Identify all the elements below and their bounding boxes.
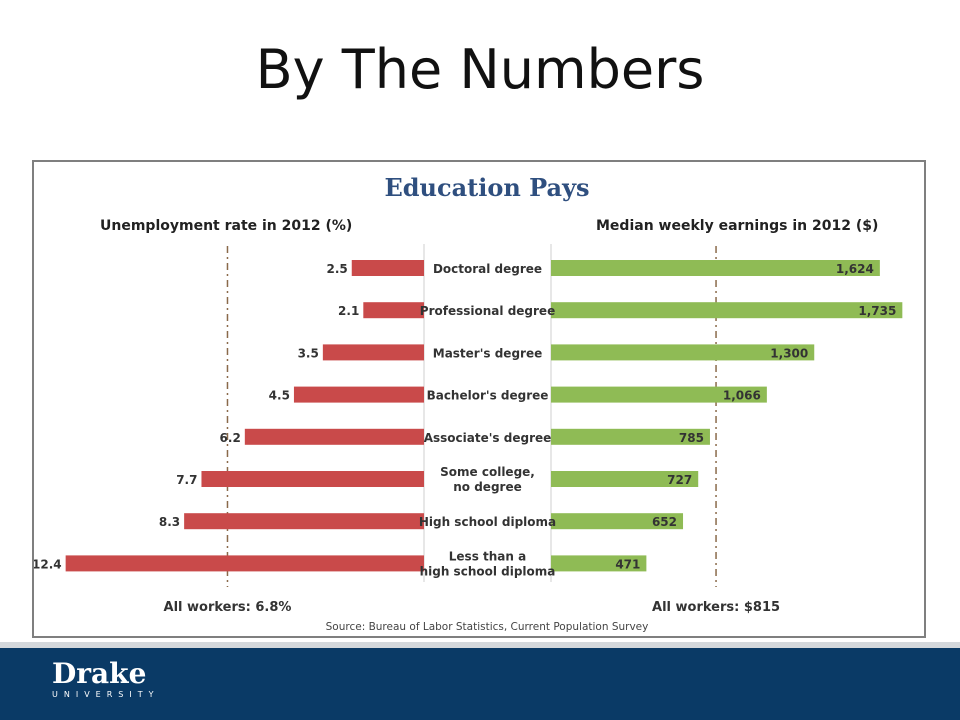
unemployment-bar xyxy=(244,428,424,445)
category-label: High school diploma xyxy=(419,515,556,529)
unemployment-value-label: 7.7 xyxy=(176,473,197,487)
category-label: Doctoral degree xyxy=(433,262,542,276)
earnings-reference-label: All workers: $815 xyxy=(652,600,780,615)
earnings-value-label: 652 xyxy=(652,515,677,529)
category-label: Master's degree xyxy=(433,346,542,360)
footer-band xyxy=(0,648,960,720)
footer-stripe xyxy=(0,642,960,648)
unemployment-bar xyxy=(351,260,424,276)
earnings-bar xyxy=(551,386,767,403)
earnings-bar xyxy=(551,260,880,276)
earnings-bar xyxy=(551,428,710,445)
earnings-value-label: 727 xyxy=(667,473,692,487)
source-note: Source: Bureau of Labor Statistics, Curr… xyxy=(326,621,649,633)
category-label-line1: Less than a xyxy=(449,549,526,563)
unemployment-value-label: 6.2 xyxy=(220,431,241,445)
earnings-value-label: 785 xyxy=(679,431,704,445)
earnings-value-label: 1,735 xyxy=(858,304,896,318)
drake-logo: Drake UNIVERSITY xyxy=(52,657,160,700)
category-label-line2: high school diploma xyxy=(420,564,556,578)
earnings-value-label: 1,300 xyxy=(770,346,808,360)
unemployment-value-label: 2.5 xyxy=(326,262,347,276)
unemployment-bar xyxy=(184,513,424,530)
chart-title: Education Pays xyxy=(384,173,589,202)
earnings-series-label: Median weekly earnings in 2012 ($) xyxy=(596,218,878,234)
slide-title: By The Numbers xyxy=(255,38,705,101)
unemployment-value-label: 8.3 xyxy=(159,515,180,529)
category-label-line2: no degree xyxy=(453,480,521,494)
unemployment-bar xyxy=(201,471,424,487)
category-label-line1: Some college, xyxy=(440,465,535,479)
unemployment-bar xyxy=(293,386,424,403)
unemployment-bar xyxy=(322,344,424,361)
logo-sub-text: UNIVERSITY xyxy=(52,690,160,699)
unemployment-bar xyxy=(65,555,424,572)
earnings-value-label: 1,066 xyxy=(723,389,761,403)
earnings-bar xyxy=(551,302,903,319)
unemployment-value-label: 3.5 xyxy=(298,346,319,360)
earnings-value-label: 471 xyxy=(615,557,640,571)
unemployment-value-label: 4.5 xyxy=(269,389,290,403)
logo-main-text: Drake xyxy=(52,657,147,690)
earnings-value-label: 1,624 xyxy=(836,262,874,276)
earnings-bar xyxy=(551,513,684,530)
chart-frame: Education Pays Unemployment rate in 2012 … xyxy=(32,160,926,638)
unemployment-value-label: 12.4 xyxy=(34,557,62,571)
category-label: Bachelor's degree xyxy=(427,389,549,403)
earnings-bar xyxy=(551,555,647,572)
earnings-bar xyxy=(551,344,815,361)
unemployment-reference-label: All workers: 6.8% xyxy=(164,600,292,615)
category-label: Professional degree xyxy=(420,304,555,318)
unemployment-value-label: 2.1 xyxy=(338,304,359,318)
category-label: Associate's degree xyxy=(424,431,552,445)
education-pays-chart: Education Pays Unemployment rate in 2012 … xyxy=(34,173,903,633)
unemployment-bar xyxy=(363,302,424,319)
earnings-bar xyxy=(551,471,699,487)
unemployment-series-label: Unemployment rate in 2012 (%) xyxy=(100,218,352,234)
